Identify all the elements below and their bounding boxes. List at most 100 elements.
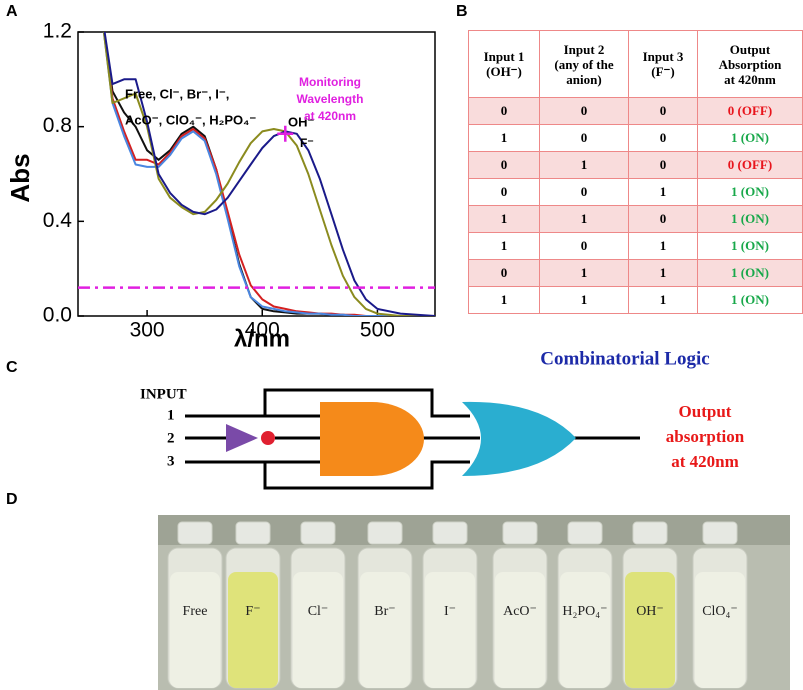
plot-area: [78, 32, 435, 316]
output-label: Output: [679, 402, 732, 421]
table-cell: 0: [628, 151, 698, 179]
annotation: at 420nm: [304, 109, 356, 123]
input-number: 2: [167, 430, 175, 446]
table-cell: 0: [468, 259, 540, 287]
table-cell: 1: [468, 286, 540, 314]
spectrum-line: [102, 32, 435, 316]
table-cell: 1 (ON): [697, 232, 803, 260]
table-cell: 0 (OFF): [697, 151, 803, 179]
vial-cap: [367, 521, 403, 545]
vial-cap: [177, 521, 213, 545]
vial-liquid: [560, 572, 610, 688]
monitor-marker: [277, 125, 294, 142]
panel-label: B: [456, 3, 468, 20]
vial-liquid: [170, 572, 220, 688]
output-label: at 420nm: [671, 452, 739, 471]
table-cell: 0: [539, 124, 629, 152]
vial-label: Cl⁻: [308, 604, 329, 619]
not-bubble: [261, 431, 275, 445]
table-cell: 0: [468, 97, 540, 125]
annotation: Wavelength: [297, 92, 364, 106]
y-tick-label: 0.0: [43, 304, 72, 327]
table-cell: 1: [539, 286, 629, 314]
x-tick-label: 400: [245, 319, 280, 342]
y-tick-label: 0.8: [43, 114, 72, 137]
not-gate: [226, 424, 258, 452]
vial-liquid: [293, 572, 343, 688]
table-cell: 1: [468, 232, 540, 260]
plot-frame: [77, 31, 436, 317]
panel-label: A: [6, 3, 18, 20]
diagram-title: Combinatorial Logic: [540, 348, 709, 369]
vial-liquid: [495, 572, 545, 688]
vial-cap: [502, 521, 538, 545]
spectrum-line: [102, 32, 435, 316]
x-axis-label: λ/nm: [234, 325, 290, 352]
logic-wires: [185, 388, 640, 490]
input-number: 1: [167, 407, 175, 423]
annotation: AcO⁻, ClO₄⁻, H₂PO₄⁻: [125, 112, 256, 127]
vial-label: ClO₄⁻: [702, 604, 738, 619]
series-label: F⁻: [300, 136, 314, 150]
table-cell: 1: [468, 205, 540, 233]
table-cell: 0: [628, 97, 698, 125]
table-cell: 1 (ON): [697, 286, 803, 314]
vial-label: OH⁻: [636, 604, 664, 619]
table-cell: 0: [468, 151, 540, 179]
table-header: Input 3 (F⁻): [628, 30, 698, 98]
vial-label: AcO⁻: [503, 604, 537, 619]
vial-label: Free: [183, 604, 208, 619]
truth-table: Input 1 (OH⁻) Input 2 (any of the anion) I…: [468, 30, 803, 314]
vial-label: Br⁻: [374, 604, 395, 619]
y-axis-label: Abs: [5, 153, 35, 202]
annotation: Free, Cl⁻, Br⁻, I⁻,: [125, 86, 229, 101]
table-cell: 0: [539, 97, 629, 125]
vial-liquid: [228, 572, 278, 688]
vial-label: H₂PO₄⁻: [562, 604, 607, 619]
and-gate: [320, 402, 424, 476]
vial-label: I⁻: [444, 604, 456, 619]
spectrum-line: [103, 32, 435, 316]
vial-cap: [235, 521, 271, 545]
series-label: OH⁻: [288, 114, 315, 129]
table-cell: 0 (OFF): [697, 97, 803, 125]
output-label: absorption: [666, 427, 745, 446]
vial-liquid: [625, 572, 675, 688]
vial-liquid: [360, 572, 410, 688]
table-cell: 0: [628, 205, 698, 233]
vial-cap: [632, 521, 668, 545]
table-cell: 0: [628, 124, 698, 152]
input-label: INPUT: [140, 386, 187, 402]
table-cell: 0: [468, 178, 540, 206]
table-cell: 0: [539, 178, 629, 206]
table-cell: 1: [628, 178, 698, 206]
or-gate: [462, 401, 576, 476]
panel-label: D: [6, 491, 18, 508]
table-header: Input 1 (OH⁻): [468, 30, 540, 98]
vial-cap: [567, 521, 603, 545]
table-cell: 0: [539, 232, 629, 260]
y-tick-label: 0.4: [43, 209, 73, 232]
table-header: Input 2 (any of the anion): [539, 30, 629, 98]
plot: 0.0 0.4 0.8 1.2 300 400 500: [43, 20, 436, 342]
vial-cap: [432, 521, 468, 545]
vial-cap: [300, 521, 336, 545]
vial-cap: [702, 521, 738, 545]
input-number: 3: [167, 453, 175, 469]
spectrum-line: [103, 32, 435, 316]
table-cell: 1 (ON): [697, 205, 803, 233]
vial-label: F⁻: [245, 604, 260, 619]
x-tick-label: 500: [360, 319, 395, 342]
vial-liquid: [425, 572, 475, 688]
table-cell: 1: [628, 286, 698, 314]
table-cell: 1: [628, 232, 698, 260]
table-cell: 1: [539, 259, 629, 287]
